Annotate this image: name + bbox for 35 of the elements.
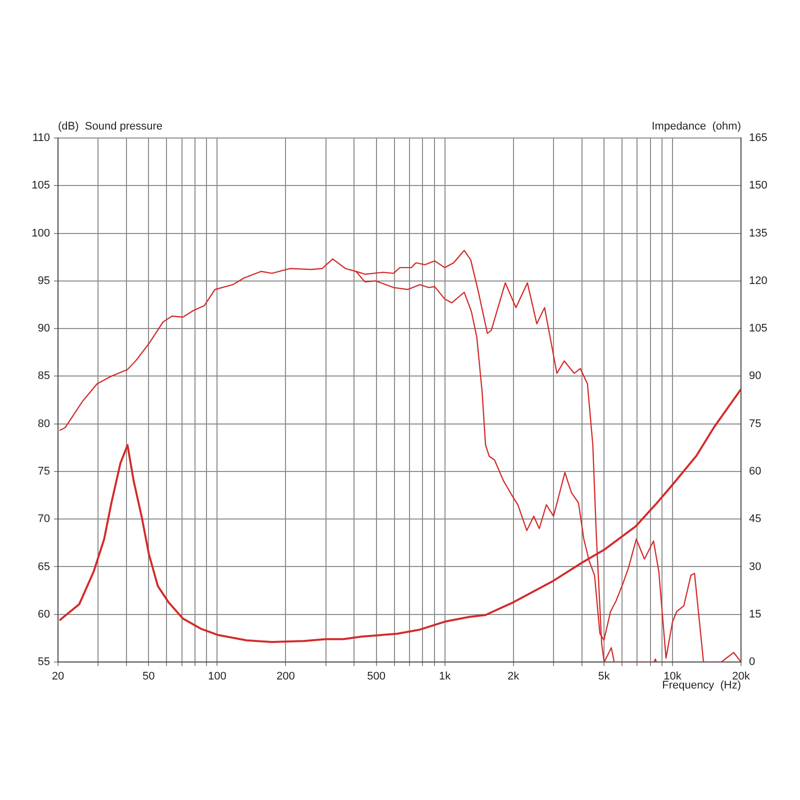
- y-tick-label: 75: [38, 465, 50, 478]
- y-tick-label: 95: [38, 274, 50, 287]
- x-tick-label: 20: [52, 670, 64, 683]
- y2-tick-label: 105: [749, 322, 768, 335]
- y2-tick-label: 150: [749, 180, 768, 192]
- x-axis-title: Frequency (Hz): [662, 680, 741, 692]
- y-tick-label: 80: [38, 418, 50, 430]
- x-tick-label: 100: [208, 670, 226, 683]
- y-axis-title: (dB) Sound pressure: [58, 120, 163, 133]
- y2-tick-label: 165: [749, 132, 768, 144]
- y-tick-label: 90: [38, 322, 50, 335]
- y-tick-label: 65: [38, 560, 50, 573]
- y-tick-label: 100: [32, 227, 50, 240]
- y-tick-label: 70: [38, 513, 50, 526]
- y2-tick-label: 30: [749, 560, 762, 573]
- y-tick-label: 60: [38, 608, 50, 620]
- x-tick-label: 200: [276, 670, 295, 683]
- y2-tick-label: 15: [749, 608, 762, 620]
- y-tick-label: 110: [32, 132, 50, 144]
- x-tick-label: 5k: [598, 670, 610, 683]
- y2-tick-label: 120: [749, 274, 768, 287]
- y-tick-label: 85: [38, 370, 50, 382]
- y2-tick-label: 90: [749, 370, 762, 382]
- y2-tick-label: 135: [749, 227, 768, 240]
- x-tick-label: 1k: [438, 670, 452, 683]
- x-tick-label: 500: [367, 670, 386, 683]
- x-tick-label: 50: [142, 670, 155, 683]
- y2-tick-label: 45: [749, 513, 762, 526]
- y2-tick-label: 0: [749, 656, 756, 668]
- y-tick-label: 55: [38, 656, 50, 668]
- y2-axis-title: Impedance (ohm): [652, 120, 741, 133]
- y2-tick-label: 75: [749, 418, 762, 430]
- y2-tick-label: 60: [749, 465, 762, 478]
- y-tick-label: 105: [32, 180, 50, 192]
- x-tick-label: 2k: [508, 670, 520, 683]
